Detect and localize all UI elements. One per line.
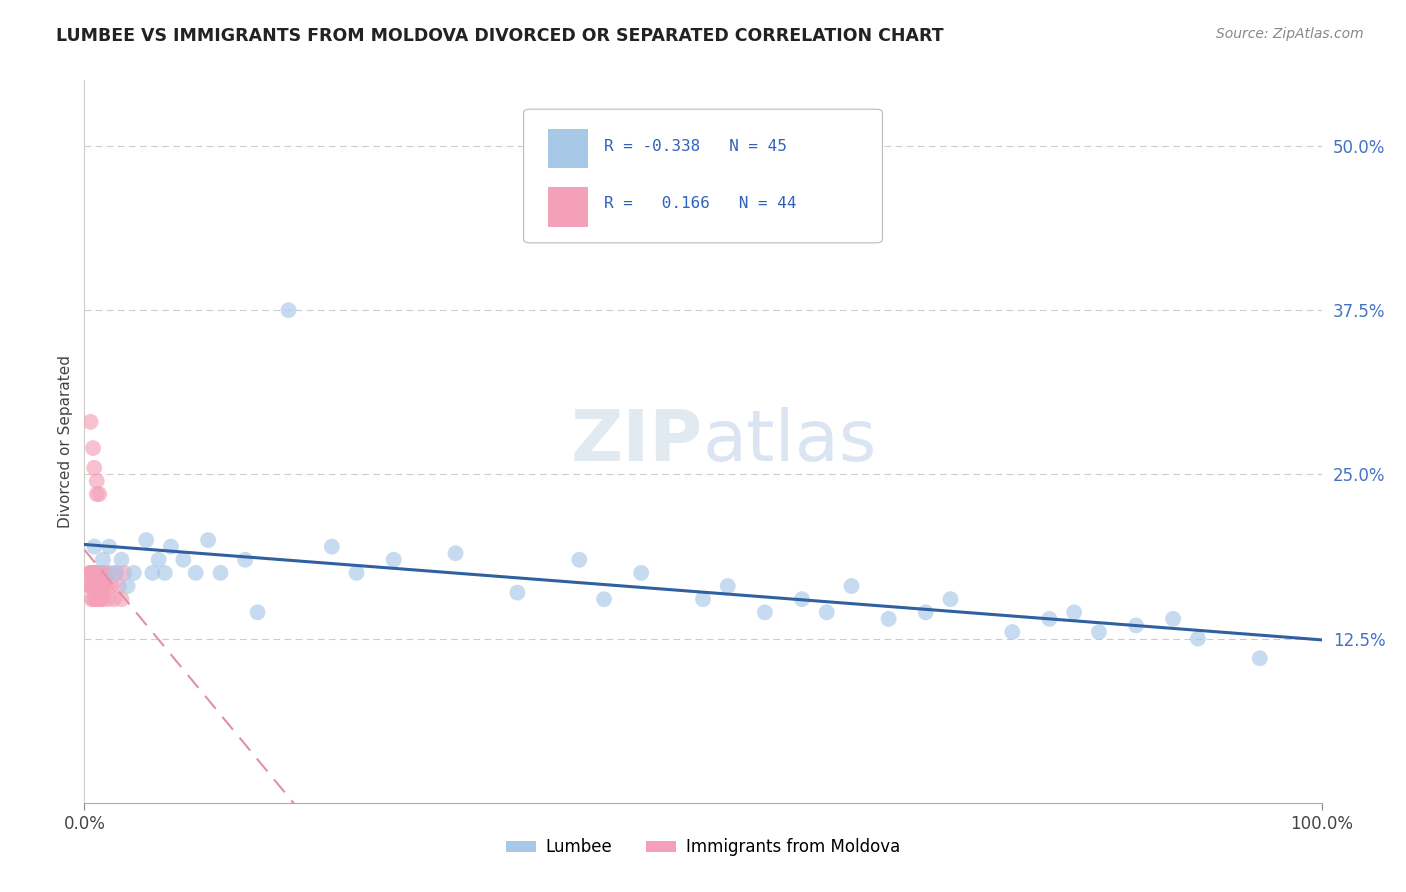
Point (96, 579, 118, 593)
Point (79, 566, 101, 580)
Point (1125, 618, 1147, 632)
Point (593, 592, 616, 607)
Point (77, 579, 100, 593)
Bar (548, 128, 588, 169)
Point (86, 487, 108, 501)
Text: atlas: atlas (703, 407, 877, 476)
Point (80, 566, 103, 580)
Point (754, 605, 776, 619)
Point (98, 540, 121, 554)
Point (110, 592, 132, 607)
Point (277, 303, 299, 318)
Text: R =   0.166   N = 44: R = 0.166 N = 44 (605, 195, 797, 211)
Point (86, 566, 108, 580)
Point (506, 585, 529, 599)
Point (939, 592, 962, 607)
Point (914, 605, 936, 619)
Y-axis label: Divorced or Separated: Divorced or Separated (58, 355, 73, 528)
Point (841, 579, 863, 593)
Point (89, 566, 111, 580)
Point (98, 566, 121, 580)
Text: Source: ZipAtlas.com: Source: ZipAtlas.com (1216, 27, 1364, 41)
Point (90, 566, 112, 580)
Point (79, 579, 101, 593)
FancyBboxPatch shape (523, 109, 883, 243)
Point (89, 579, 111, 593)
Point (90, 579, 112, 593)
Point (90, 566, 112, 580)
Point (110, 553, 132, 567)
Point (717, 579, 740, 593)
Point (84, 592, 107, 607)
Point (184, 566, 207, 580)
Point (94, 566, 117, 580)
Point (89, 592, 111, 607)
Point (1187, 632, 1209, 646)
Point (1038, 612, 1060, 626)
Point (80, 592, 103, 607)
Point (82, 579, 104, 593)
Point (209, 566, 232, 580)
Point (692, 592, 714, 607)
Point (1063, 605, 1085, 619)
Point (790, 592, 813, 607)
Point (83, 566, 105, 580)
Text: LUMBEE VS IMMIGRANTS FROM MOLDOVA DIVORCED OR SEPARATED CORRELATION CHART: LUMBEE VS IMMIGRANTS FROM MOLDOVA DIVORC… (56, 27, 943, 45)
Point (80, 579, 103, 593)
Point (112, 566, 135, 580)
Bar (548, 186, 588, 227)
Point (233, 553, 256, 567)
Point (91, 579, 114, 593)
Point (89, 592, 111, 607)
Legend: Lumbee, Immigrants from Moldova: Lumbee, Immigrants from Moldova (499, 831, 907, 863)
Point (108, 579, 131, 593)
Point (91, 553, 114, 567)
Point (104, 566, 127, 580)
Point (122, 566, 145, 580)
Point (83, 579, 105, 593)
Point (382, 553, 405, 567)
Point (82, 592, 104, 607)
Text: ZIP: ZIP (571, 407, 703, 476)
Point (97, 592, 120, 607)
Point (1249, 651, 1271, 665)
Point (246, 605, 269, 619)
Point (87, 579, 110, 593)
Point (197, 533, 219, 547)
Point (105, 566, 128, 580)
Point (1001, 625, 1024, 640)
Point (568, 553, 591, 567)
Text: R = -0.338   N = 45: R = -0.338 N = 45 (605, 139, 787, 153)
Point (100, 579, 122, 593)
Point (321, 540, 343, 554)
Point (141, 566, 163, 580)
Point (153, 566, 176, 580)
Point (172, 553, 194, 567)
Point (86, 474, 108, 488)
Point (103, 592, 125, 607)
Point (160, 540, 183, 554)
Point (135, 533, 157, 547)
Point (83, 460, 105, 475)
Point (87, 566, 110, 580)
Point (148, 553, 170, 567)
Point (91, 592, 114, 607)
Point (86, 592, 108, 607)
Point (117, 579, 139, 593)
Point (84, 579, 107, 593)
Point (444, 546, 467, 560)
Point (79, 566, 101, 580)
Point (630, 566, 652, 580)
Point (93, 579, 115, 593)
Point (815, 605, 838, 619)
Point (82, 441, 104, 455)
Point (83, 540, 105, 554)
Point (346, 566, 368, 580)
Point (1088, 625, 1111, 640)
Point (877, 612, 900, 626)
Point (79, 415, 101, 429)
Point (89, 487, 111, 501)
Point (82, 566, 104, 580)
Point (1161, 612, 1184, 626)
